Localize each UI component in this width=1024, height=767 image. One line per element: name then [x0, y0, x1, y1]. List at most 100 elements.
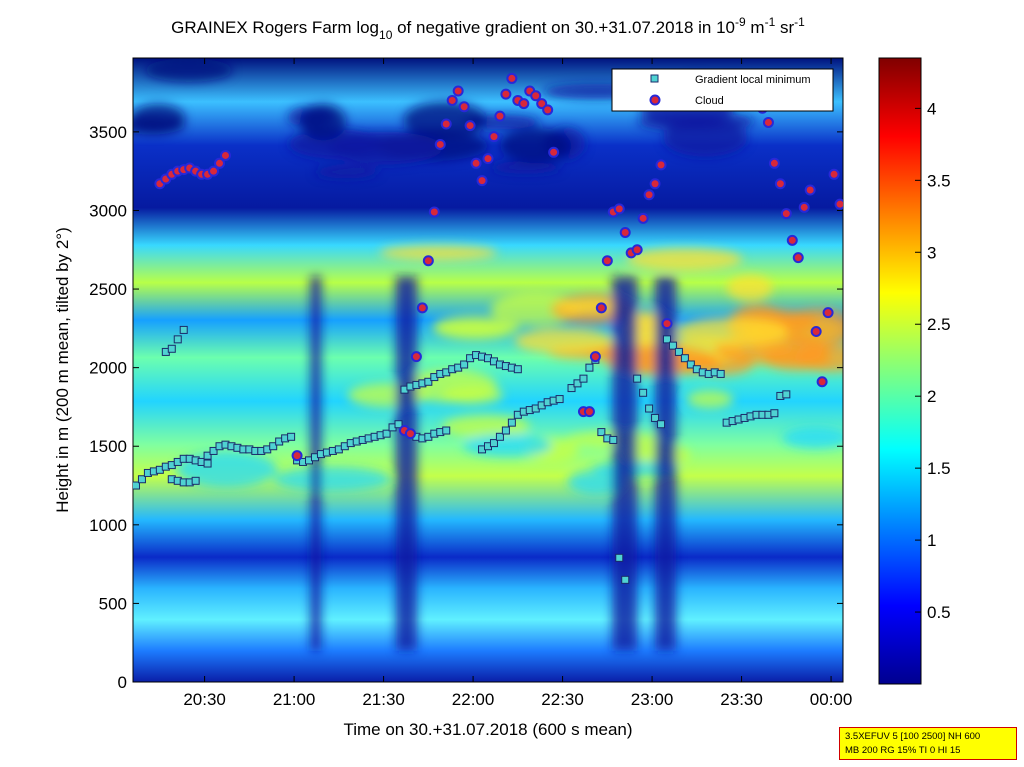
- gradient-minimum-marker: [680, 354, 689, 363]
- x-tick-label: 20:30: [183, 690, 226, 709]
- cloud-marker: [482, 153, 494, 165]
- cloud-marker: [494, 110, 506, 122]
- gradient-minimum-marker: [382, 429, 391, 438]
- gradient-minimum-marker: [674, 347, 683, 356]
- cloud-marker: [798, 201, 810, 213]
- cloud-marker: [446, 94, 458, 106]
- y-tick-label: 3500: [89, 123, 127, 142]
- gradient-minimum-marker: [495, 432, 504, 441]
- cloud-marker: [655, 159, 667, 171]
- info-line-2: MB 200 RG 15% TI 0 HI 15: [845, 745, 961, 756]
- cloud-marker: [488, 131, 500, 143]
- cloud-marker: [452, 85, 464, 97]
- plot-frame: [132, 57, 844, 683]
- chart-title: GRAINEX Rogers Farm log10 of negative gr…: [171, 15, 805, 42]
- y-tick-label: 2500: [89, 280, 127, 299]
- cloud-marker: [595, 302, 607, 314]
- gradient-minimum-marker: [597, 428, 606, 437]
- legend: Gradient local minimum Cloud: [611, 68, 834, 112]
- cloud-marker: [291, 450, 303, 462]
- gradient-minimum-marker: [442, 426, 451, 435]
- cloud-marker: [410, 351, 422, 363]
- gradient-minimum-marker: [137, 475, 146, 484]
- gradient-minimum-marker: [287, 432, 296, 441]
- gradient-minimum-marker: [716, 369, 725, 378]
- cloud-marker: [762, 116, 774, 128]
- gradient-minimum-marker: [173, 335, 182, 344]
- y-tick-label: 1500: [89, 437, 127, 456]
- gradient-minimum-marker: [615, 553, 624, 562]
- cloud-marker: [804, 184, 816, 196]
- y-tick-label: 3000: [89, 201, 127, 220]
- cloud-marker: [548, 146, 560, 158]
- y-axis-label: Height in m (200 m mean, tilted by 2°): [53, 227, 72, 513]
- info-line-1: 3.5XEFUV 5 [100 2500] NH 600: [845, 731, 981, 742]
- gradient-minimum-marker: [555, 395, 564, 404]
- legend-label-gradient: Gradient local minimum: [695, 74, 811, 86]
- x-tick-label: 23:00: [631, 690, 674, 709]
- cloud-marker: [506, 72, 518, 84]
- y-axis: 0 500 1000 1500 2000 2500 3000 3500: [89, 123, 843, 692]
- cloud-marker: [786, 234, 798, 246]
- gradient-minimum-marker: [394, 420, 403, 429]
- x-tick-label: 22:30: [541, 690, 584, 709]
- y-tick-label: 0: [118, 673, 127, 692]
- gradient-minimum-marker: [609, 435, 618, 444]
- colorbar: [878, 57, 922, 685]
- cloud-marker: [219, 149, 231, 161]
- cloud-marker: [649, 178, 661, 190]
- cloud-marker: [643, 189, 655, 201]
- cloud-marker: [828, 168, 840, 180]
- gradient-minimum-marker: [657, 420, 666, 429]
- gradient-minimum-marker: [179, 325, 188, 334]
- cloud-marker: [434, 138, 446, 150]
- cloud-marker: [816, 376, 828, 388]
- cloud-marker: [470, 157, 482, 169]
- cloud-marker: [518, 98, 530, 110]
- y-tick-label: 500: [99, 594, 127, 613]
- gradient-minimum-marker: [651, 413, 660, 422]
- gradient-minimum-marker: [621, 575, 630, 584]
- cloud-marker: [440, 118, 452, 130]
- cloud-marker: [792, 252, 804, 264]
- y-tick-label: 2000: [89, 359, 127, 378]
- cloud-marker: [768, 157, 780, 169]
- cloud-marker: [428, 206, 440, 218]
- gradient-minimum-marker: [513, 365, 522, 374]
- cloud-marker: [583, 406, 595, 418]
- info-box: 3.5XEFUV 5 [100 2500] NH 600 MB 200 RG 1…: [839, 727, 1017, 760]
- x-tick-label: 22:00: [452, 690, 495, 709]
- gradient-minimum-marker: [686, 360, 695, 369]
- gradient-minimum-marker: [579, 374, 588, 383]
- colorbar-tick-label: 1.5: [927, 459, 951, 478]
- colorbar-tick-label: 2.5: [927, 315, 951, 334]
- cloud-marker: [774, 178, 786, 190]
- cloud-marker: [530, 90, 542, 102]
- cloud-marker: [822, 307, 834, 319]
- gradient-minimum-marker: [770, 409, 779, 418]
- cloud-marker: [810, 325, 822, 337]
- gradient-minimum-marker: [645, 404, 654, 413]
- gradient-minimum-marker: [489, 439, 498, 448]
- gradient-minimum-marker: [133, 481, 140, 490]
- x-tick-label: 21:30: [362, 690, 405, 709]
- colorbar-tick-label: 3.5: [927, 171, 951, 190]
- legend-label-cloud: Cloud: [695, 95, 724, 107]
- cloud-marker: [422, 255, 434, 267]
- cloud-marker: [619, 226, 631, 238]
- gradient-minimum-marker: [567, 384, 576, 393]
- gradient-minimum-marker: [662, 335, 671, 344]
- gradient-minimum-marker: [585, 363, 594, 372]
- gradient-minimum-marker: [501, 426, 510, 435]
- colorbar-tick-label: 4: [927, 99, 936, 118]
- gradient-minimum-marker: [639, 388, 648, 397]
- gradient-minimum-marker: [460, 360, 469, 369]
- gradient-minimum-marker: [209, 446, 218, 455]
- cloud-marker: [637, 212, 649, 224]
- cloud-marker: [631, 244, 643, 256]
- gradient-minimum-marker: [573, 379, 582, 388]
- gradient-minimum-marker: [191, 476, 200, 485]
- x-axis: 20:30 21:00 21:30 22:00 22:30 23:00 23:30 00:00: [183, 58, 852, 709]
- legend-marker-gradient: [650, 74, 659, 83]
